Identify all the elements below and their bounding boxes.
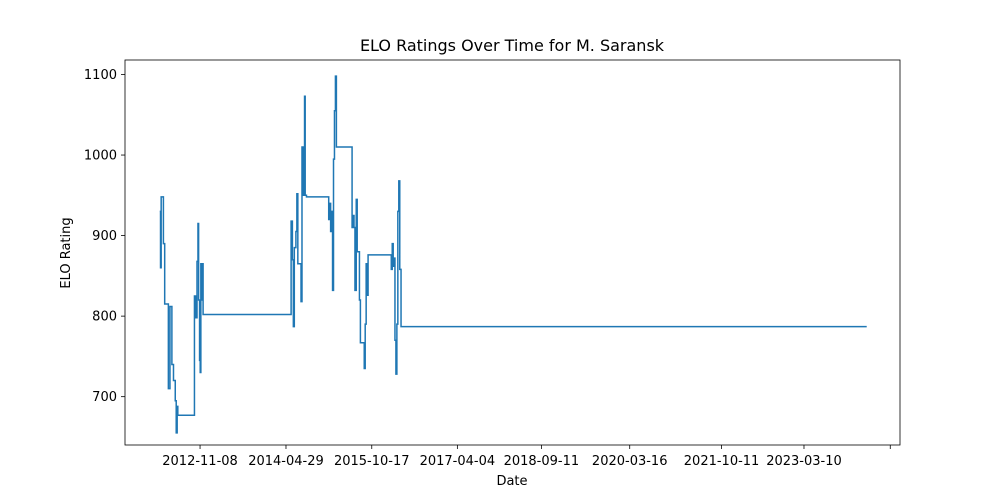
y-tick-label: 700 xyxy=(92,390,117,405)
plot-frame xyxy=(124,59,901,446)
x-tick-label: 2014-04-29 xyxy=(248,454,324,469)
y-tick-label: 800 xyxy=(92,310,117,325)
y-axis-label: ELO Rating xyxy=(59,217,74,288)
x-tick-label: 2015-10-17 xyxy=(334,454,410,469)
x-axis-label: Date xyxy=(496,474,527,489)
x-tick-label: 2021-10-11 xyxy=(684,454,760,469)
x-tick-label: 2017-04-04 xyxy=(420,454,496,469)
x-tick-label: 2018-09-11 xyxy=(504,454,580,469)
chart-title: ELO Ratings Over Time for M. Saransk xyxy=(360,36,665,55)
x-tick-label: 2020-03-16 xyxy=(592,454,668,469)
y-tick-label: 1100 xyxy=(84,68,117,83)
y-tick-label: 900 xyxy=(92,229,117,244)
y-tick-label: 1000 xyxy=(84,149,117,164)
x-tick-label: 2012-11-08 xyxy=(162,454,238,469)
plot-background xyxy=(125,60,900,445)
x-tick-label: 2023-03-10 xyxy=(766,454,842,469)
series-line-0 xyxy=(159,75,867,434)
